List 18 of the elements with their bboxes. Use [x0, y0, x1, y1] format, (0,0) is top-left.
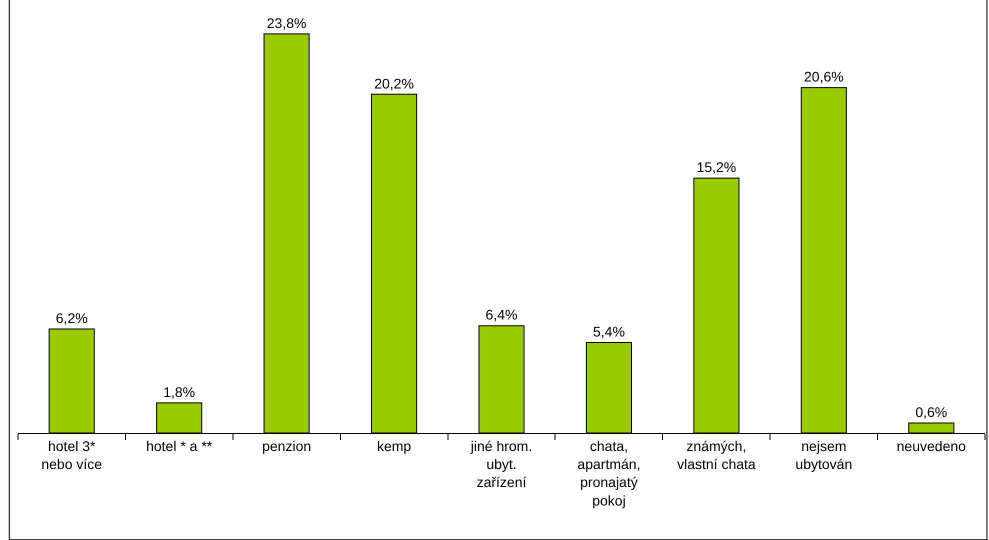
x-tick-label: jiné hrom. ubyt. zařízení [470, 438, 532, 490]
data-label: 5,4% [592, 323, 625, 340]
x-tick-label: hotel 3* nebo více [41, 438, 102, 472]
data-label: 20,2% [374, 75, 414, 92]
x-tick-label: nejsem ubytován [795, 438, 852, 472]
data-label: 20,6% [804, 68, 844, 85]
data-label: 23,8% [266, 14, 306, 31]
x-tick-label: hotel * a ** [146, 438, 213, 454]
data-label: 6,2% [56, 310, 88, 326]
data-label: 15,2% [696, 159, 736, 176]
x-tick-label: penzion [262, 438, 312, 454]
x-tick-label: známých, vlastní chata [677, 438, 756, 472]
data-label: 0,6% [915, 404, 948, 420]
x-tick-label: chata, apartmán, pronajatý pokoj [577, 438, 640, 508]
x-tick-label: kemp [376, 438, 412, 454]
x-tick-label: neuvedeno [896, 438, 966, 454]
data-label: 6,4% [486, 306, 518, 323]
data-label: 1,8% [163, 384, 196, 400]
